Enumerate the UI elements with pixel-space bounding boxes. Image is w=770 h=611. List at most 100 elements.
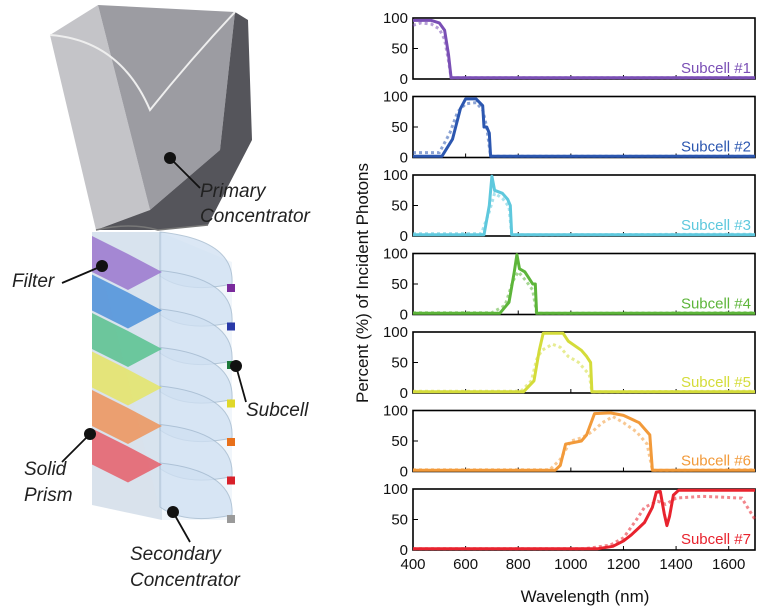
subcell-panel-label: Subcell #2 — [681, 139, 751, 156]
x-tick-label: 1200 — [607, 556, 640, 573]
primary-concentrator — [49, 5, 252, 231]
y-tick-label: 100 — [383, 324, 408, 341]
x-tick-label: 400 — [400, 556, 425, 573]
primary-face-right — [96, 12, 252, 230]
filter-plate — [92, 351, 162, 406]
y-tick-label: 50 — [391, 41, 408, 58]
series-line-model — [413, 253, 755, 315]
filter-plate — [92, 236, 162, 290]
subcell-panel-label: Subcell #5 — [681, 374, 751, 391]
y-tick-label: 0 — [400, 71, 408, 88]
primary-face-left — [50, 5, 150, 230]
subcell-panel: 0 50 100 Subcell #3 — [383, 167, 756, 245]
y-tick-label: 0 — [400, 307, 408, 324]
callout-leader — [172, 511, 191, 543]
secondary-label-line2: Concentrator — [130, 570, 241, 591]
y-tick-label: 50 — [391, 198, 408, 215]
filter-label: Filter — [12, 271, 55, 292]
subcell-panel-label: Subcell #7 — [681, 531, 751, 548]
secondary-label-line1: Secondary — [130, 544, 222, 565]
y-tick-label: 100 — [383, 167, 408, 184]
subcell-square — [227, 322, 235, 331]
panel-frame — [412, 488, 756, 551]
panel-frame — [412, 174, 756, 237]
filter-plate — [92, 390, 162, 444]
filter-plate — [92, 313, 162, 367]
y-tick-label: 50 — [391, 512, 408, 529]
x-tick-label: 600 — [453, 556, 478, 573]
subcell-panel: 0 50 100 Subcell #2 — [383, 89, 756, 167]
series-line-model — [413, 18, 755, 80]
y-tick-label: 50 — [391, 119, 408, 136]
subcell-panel: 0 50 100 Subcell #1 — [383, 10, 756, 88]
series-line-model — [413, 331, 755, 394]
x-tick-label: 1000 — [554, 556, 587, 573]
panel-frame — [412, 17, 756, 80]
callout-subcell: Subcell — [230, 360, 309, 421]
x-tick-label: 1400 — [659, 556, 692, 573]
subcell-square — [227, 284, 235, 292]
subcell-label: Subcell — [246, 400, 309, 421]
subcell-square — [227, 438, 235, 446]
series-line-measured — [413, 190, 756, 237]
primary-face-back — [98, 5, 235, 210]
primary-rim — [49, 11, 236, 112]
y-tick-label: 0 — [400, 150, 408, 167]
subcell-panel: 0 50 100 Subcell #5 — [383, 324, 756, 402]
y-tick-label: 100 — [383, 403, 408, 420]
subcell-square — [227, 476, 235, 485]
y-tick-label: 0 — [400, 228, 408, 245]
subcell-square — [227, 515, 235, 523]
series-line-model — [413, 97, 755, 158]
callout-leader — [169, 157, 201, 189]
y-tick-label: 50 — [391, 355, 408, 372]
subcell-panel-label: Subcell #6 — [681, 453, 751, 470]
x-tick-label: 1600 — [712, 556, 745, 573]
y-tick-label: 100 — [383, 481, 408, 498]
prism-label-line2: Prism — [24, 485, 73, 506]
primary-base — [95, 224, 209, 231]
primary-label-line2: Concentrator — [200, 206, 311, 227]
series-line-model — [413, 488, 755, 551]
prism-label-line1: Solid — [24, 459, 68, 480]
callout-secondary: Secondary Concentrator — [130, 506, 241, 591]
y-tick-label: 100 — [383, 89, 408, 106]
x-tick-label: 800 — [506, 556, 531, 573]
subcell-panel-label: Subcell #3 — [681, 217, 751, 234]
y-tick-label: 50 — [391, 433, 408, 450]
series-line-model — [413, 411, 755, 472]
series-line-measured — [413, 101, 755, 158]
subcell-panel-label: Subcell #4 — [681, 296, 751, 313]
panel-frame — [412, 331, 756, 394]
primary-label-line1: Primary — [200, 181, 267, 202]
y-tick-label: 50 — [391, 276, 408, 293]
subcell-panel: 0 50 100 Subcell #6 — [383, 403, 756, 481]
secondary-concentrator-lenses — [159, 231, 233, 520]
subcell-panel-label: Subcell #1 — [681, 60, 751, 77]
subcell-panel: 0 50 100 Subcell #4 — [383, 246, 756, 324]
concentrator-diagram: Primary Concentrator Filter Subcell Soli… — [12, 5, 311, 591]
series-line-measured — [413, 342, 756, 394]
filter-plate — [92, 274, 162, 329]
callout-primary: Primary Concentrator — [164, 152, 311, 227]
callout-prism: Solid Prism — [24, 428, 96, 506]
callout-leader — [61, 433, 91, 463]
y-tick-label: 100 — [383, 10, 408, 27]
y-tick-label: 0 — [400, 542, 408, 559]
spectral-chart: Percent (%) of Incident Photons Waveleng… — [353, 10, 757, 606]
y-tick-label: 0 — [400, 385, 408, 402]
filter-plate — [92, 428, 162, 483]
callout-filter: Filter — [12, 260, 108, 292]
y-tick-label: 0 — [400, 464, 408, 481]
subcell-square — [227, 399, 235, 408]
panel-frame — [412, 409, 756, 473]
y-axis-label: Percent (%) of Incident Photons — [353, 163, 372, 403]
y-tick-label: 100 — [383, 246, 408, 263]
x-axis-label: Wavelength (nm) — [521, 587, 650, 606]
callout-leader — [61, 265, 103, 284]
subcell-panel: 0 50 100 Subcell #7 400 600 800 1000 1200 1400 160… — [383, 481, 757, 573]
filter-stack — [92, 236, 162, 483]
series-line-model — [413, 174, 755, 237]
callout-leader — [235, 365, 247, 403]
